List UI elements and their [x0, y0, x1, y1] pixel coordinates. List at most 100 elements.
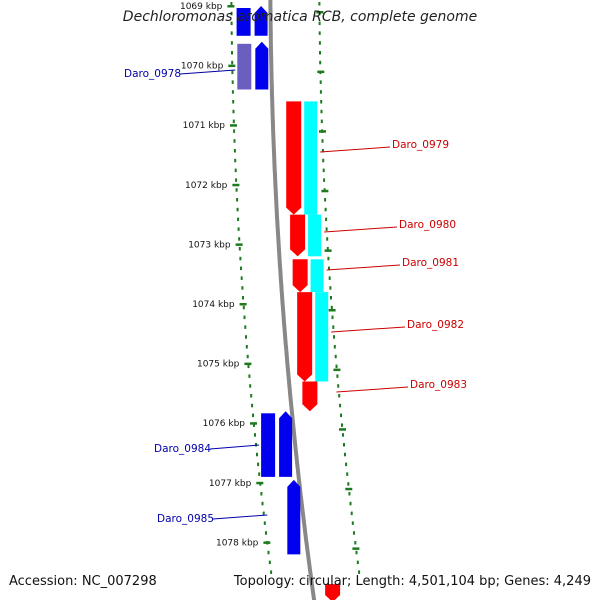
- minor-tick: [321, 149, 324, 153]
- major-tick: [232, 183, 240, 187]
- minor-tick: [354, 541, 357, 545]
- gene-label[interactable]: Daro_0985: [157, 513, 214, 525]
- tick-label: 1070 kbp: [181, 62, 224, 72]
- minor-tick: [248, 374, 251, 378]
- tick-label: 1071 kbp: [183, 121, 226, 131]
- minor-tick: [231, 80, 234, 84]
- gene-label[interactable]: Daro_0983: [410, 379, 467, 391]
- minor-tick: [330, 296, 332, 300]
- tick-label: 1078 kbp: [216, 538, 259, 548]
- gene-daro-0979[interactable]: [286, 101, 318, 215]
- gene-label[interactable]: Daro_0984: [154, 443, 211, 455]
- gene-daro-0983[interactable]: [302, 381, 318, 412]
- major-tick: [244, 362, 252, 366]
- minor-tick: [344, 452, 346, 457]
- minor-tick: [323, 178, 326, 182]
- reverse-gene-arrow[interactable]: [279, 411, 293, 477]
- cds-block[interactable]: [236, 8, 251, 36]
- gene-label[interactable]: Daro_0979: [392, 139, 449, 151]
- label-leader-line: [179, 69, 236, 75]
- minor-tick: [244, 325, 247, 329]
- forward-gene-arrow[interactable]: [286, 101, 302, 215]
- forward-gene-arrow[interactable]: [297, 292, 313, 382]
- minor-tick: [247, 364, 250, 369]
- minor-tick: [328, 266, 330, 271]
- gene-daro-0985[interactable]: [287, 479, 301, 555]
- minor-tick: [345, 462, 348, 467]
- gene-daro-0978[interactable]: [237, 41, 269, 90]
- minor-tick: [243, 315, 246, 320]
- cds-block[interactable]: [261, 413, 276, 477]
- cds-block[interactable]: [237, 43, 252, 90]
- forward-gene-arrow[interactable]: [292, 259, 308, 293]
- minor-tick: [331, 315, 334, 320]
- gene-daro-0980[interactable]: [290, 214, 322, 257]
- map-title: Dechloromonas aromatica RCB, complete ge…: [122, 9, 478, 25]
- minor-tick: [255, 443, 257, 447]
- gene-label[interactable]: Daro_0982: [407, 319, 464, 331]
- accession-text: Accession: NC_007298: [9, 574, 157, 589]
- gene-daro-0986[interactable]: [325, 584, 341, 600]
- minor-tick: [329, 286, 332, 290]
- gene-daro-0981[interactable]: [292, 259, 324, 293]
- minor-tick: [346, 472, 349, 476]
- minor-tick: [320, 109, 323, 114]
- major-tick: [324, 249, 332, 252]
- minor-tick: [358, 570, 361, 574]
- label-leader-line: [324, 226, 398, 233]
- label-leader-line: [320, 146, 391, 153]
- tick-label: 1072 kbp: [185, 181, 228, 191]
- reverse-gene-arrow[interactable]: [287, 479, 301, 555]
- gene-label[interactable]: Daro_0981: [402, 257, 459, 269]
- label-leader-line: [331, 326, 406, 333]
- forward-gene-arrow[interactable]: [325, 584, 341, 600]
- minor-tick: [242, 296, 244, 300]
- minor-tick: [253, 423, 255, 427]
- minor-tick: [318, 2, 321, 6]
- genome-summary-text: Topology: circular; Length: 4,501,104 bp…: [233, 574, 591, 589]
- major-tick: [235, 243, 243, 246]
- minor-tick: [267, 550, 270, 555]
- minor-tick: [237, 227, 240, 231]
- minor-tick: [320, 100, 323, 104]
- minor-tick: [245, 345, 248, 349]
- forward-gene-arrow[interactable]: [290, 214, 306, 257]
- minor-tick: [332, 325, 335, 329]
- minor-tick: [335, 364, 338, 369]
- minor-tick: [238, 247, 241, 251]
- genome-backbone: [268, 0, 317, 600]
- gene-daro-0982[interactable]: [297, 292, 329, 382]
- major-tick: [263, 541, 271, 544]
- forward-gene-arrow[interactable]: [302, 381, 318, 412]
- major-tick: [352, 547, 360, 550]
- minor-tick: [326, 237, 329, 241]
- reverse-gene-arrow[interactable]: [255, 41, 269, 90]
- minor-tick: [327, 256, 330, 261]
- minor-tick: [356, 560, 359, 565]
- minor-tick: [245, 335, 247, 339]
- cds-block[interactable]: [315, 292, 329, 382]
- minor-tick: [231, 60, 234, 65]
- cds-block[interactable]: [308, 214, 322, 257]
- minor-tick: [342, 433, 344, 437]
- gene-label[interactable]: Daro_0978: [124, 68, 181, 80]
- minor-tick: [324, 198, 327, 202]
- cds-block[interactable]: [310, 259, 324, 293]
- minor-tick: [230, 2, 233, 6]
- tick-label: 1069 kbp: [180, 2, 223, 12]
- reverse-gene-arrow[interactable]: [254, 6, 268, 36]
- minor-tick: [231, 90, 234, 94]
- gene-label[interactable]: Daro_0980: [399, 219, 456, 231]
- minor-tick: [322, 168, 325, 173]
- minor-tick: [318, 21, 321, 26]
- gene-daro-0977[interactable]: [236, 6, 268, 36]
- major-tick: [328, 309, 336, 312]
- gene-features: [236, 6, 341, 600]
- cds-block[interactable]: [304, 101, 318, 215]
- minor-tick: [321, 139, 324, 143]
- gene-daro-0984[interactable]: [261, 411, 293, 477]
- minor-tick: [238, 237, 241, 241]
- minor-tick: [325, 217, 328, 222]
- minor-tick: [263, 521, 266, 525]
